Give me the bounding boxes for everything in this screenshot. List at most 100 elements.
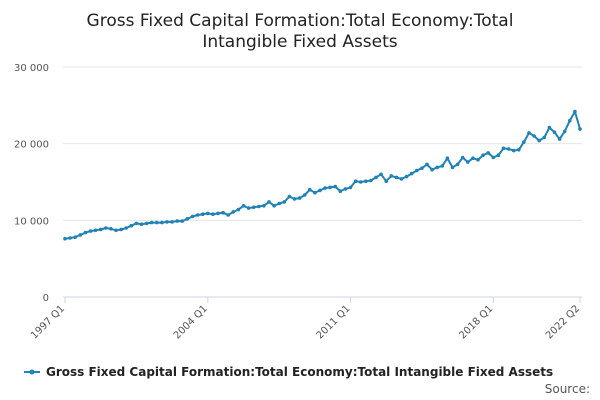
- data-point[interactable]: [318, 188, 322, 193]
- data-point[interactable]: [460, 155, 465, 160]
- data-point[interactable]: [149, 220, 154, 225]
- data-point[interactable]: [430, 167, 434, 172]
- data-point[interactable]: [139, 222, 144, 226]
- data-point[interactable]: [155, 220, 159, 225]
- data-point[interactable]: [511, 148, 516, 153]
- data-point[interactable]: [425, 162, 429, 167]
- data-point[interactable]: [88, 229, 93, 233]
- data-point[interactable]: [257, 204, 261, 209]
- data-point[interactable]: [522, 140, 526, 144]
- data-point[interactable]: [297, 196, 302, 200]
- data-point[interactable]: [78, 233, 83, 237]
- data-point[interactable]: [308, 187, 312, 192]
- data-point[interactable]: [420, 166, 424, 170]
- data-point[interactable]: [211, 212, 215, 216]
- data-point[interactable]: [501, 146, 506, 151]
- data-point[interactable]: [328, 185, 332, 190]
- data-point[interactable]: [236, 207, 241, 212]
- data-point[interactable]: [573, 109, 577, 114]
- data-point[interactable]: [292, 197, 297, 201]
- data-point[interactable]: [221, 210, 225, 215]
- data-point[interactable]: [104, 226, 108, 230]
- data-point[interactable]: [364, 179, 368, 183]
- data-point[interactable]: [547, 125, 552, 130]
- data-point[interactable]: [109, 227, 113, 231]
- data-point[interactable]: [195, 213, 200, 217]
- data-point[interactable]: [450, 165, 455, 170]
- data-point[interactable]: [506, 147, 511, 151]
- data-point[interactable]: [552, 130, 557, 134]
- data-point[interactable]: [466, 160, 470, 164]
- data-point[interactable]: [200, 212, 205, 216]
- data-point[interactable]: [323, 186, 327, 190]
- data-point[interactable]: [496, 153, 501, 157]
- data-point[interactable]: [272, 204, 276, 208]
- data-point[interactable]: [83, 230, 88, 235]
- data-point[interactable]: [379, 172, 383, 177]
- data-point[interactable]: [134, 221, 139, 226]
- data-point[interactable]: [185, 217, 190, 221]
- data-point[interactable]: [129, 223, 134, 228]
- legend[interactable]: Gross Fixed Capital Formation:Total Econ…: [24, 365, 553, 379]
- data-point[interactable]: [73, 235, 77, 239]
- data-point[interactable]: [435, 165, 440, 170]
- data-point[interactable]: [63, 236, 67, 241]
- data-point[interactable]: [180, 219, 185, 223]
- data-point[interactable]: [404, 174, 409, 179]
- data-point[interactable]: [216, 211, 220, 216]
- data-point[interactable]: [160, 220, 164, 225]
- data-point[interactable]: [287, 194, 292, 199]
- data-point[interactable]: [144, 221, 149, 226]
- data-point[interactable]: [175, 219, 179, 223]
- data-point[interactable]: [190, 214, 195, 219]
- data-point[interactable]: [476, 158, 480, 162]
- data-point[interactable]: [353, 179, 358, 183]
- data-point[interactable]: [486, 151, 491, 155]
- data-point[interactable]: [313, 190, 317, 195]
- data-point[interactable]: [68, 236, 72, 240]
- data-point[interactable]: [206, 211, 210, 216]
- data-point[interactable]: [348, 185, 353, 190]
- data-point[interactable]: [251, 205, 256, 210]
- data-point[interactable]: [246, 206, 251, 210]
- data-point[interactable]: [165, 220, 169, 224]
- data-point[interactable]: [542, 135, 547, 140]
- data-point[interactable]: [471, 156, 475, 160]
- data-point[interactable]: [389, 174, 394, 178]
- data-point[interactable]: [114, 228, 118, 233]
- data-point[interactable]: [532, 134, 536, 138]
- data-point[interactable]: [517, 148, 521, 152]
- data-point[interactable]: [557, 137, 562, 141]
- data-point[interactable]: [358, 180, 363, 184]
- data-point[interactable]: [399, 177, 404, 181]
- data-point[interactable]: [568, 118, 572, 123]
- data-point[interactable]: [262, 204, 266, 208]
- data-point[interactable]: [282, 200, 287, 204]
- data-point[interactable]: [537, 138, 541, 143]
- data-point[interactable]: [481, 153, 485, 157]
- data-point[interactable]: [527, 131, 531, 135]
- data-point[interactable]: [409, 171, 414, 176]
- data-point[interactable]: [562, 129, 567, 134]
- data-point[interactable]: [415, 168, 419, 173]
- data-point[interactable]: [302, 193, 307, 197]
- data-point[interactable]: [445, 156, 450, 160]
- data-point[interactable]: [226, 213, 230, 217]
- data-point[interactable]: [277, 201, 282, 206]
- data-point[interactable]: [267, 200, 271, 204]
- data-point[interactable]: [93, 228, 98, 233]
- data-point[interactable]: [231, 210, 236, 214]
- data-point[interactable]: [338, 189, 343, 193]
- data-point[interactable]: [170, 220, 174, 224]
- data-point[interactable]: [241, 204, 246, 208]
- data-point[interactable]: [491, 155, 496, 160]
- data-point[interactable]: [374, 175, 378, 180]
- data-point[interactable]: [394, 175, 399, 180]
- data-point[interactable]: [455, 162, 460, 167]
- data-point[interactable]: [119, 227, 123, 232]
- data-point[interactable]: [333, 184, 338, 189]
- data-point[interactable]: [384, 179, 389, 183]
- data-point[interactable]: [98, 227, 103, 232]
- data-point[interactable]: [369, 178, 373, 183]
- data-point[interactable]: [343, 187, 348, 191]
